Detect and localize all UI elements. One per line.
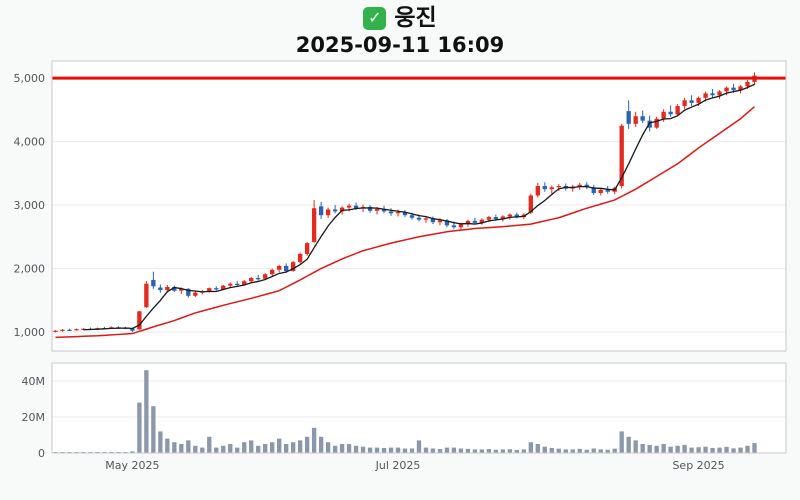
svg-text:5,000: 5,000 xyxy=(14,72,46,85)
panel-backgrounds xyxy=(52,61,786,453)
datetime-label: 2025-09-11 16:09 xyxy=(295,33,505,58)
svg-text:4,000: 4,000 xyxy=(14,136,46,149)
svg-text:40M: 40M xyxy=(22,375,46,388)
svg-text:20M: 20M xyxy=(22,411,46,424)
svg-text:2,000: 2,000 xyxy=(14,263,46,276)
svg-text:1,000: 1,000 xyxy=(14,326,46,339)
axis-labels: 1,000 2,000 3,000 4,000 5,000 0 20M 40M May 2025… xyxy=(14,60,787,472)
green-checkbox-icon: ✓ xyxy=(363,6,387,30)
price-panel xyxy=(52,72,786,339)
candlestick-chart-canvas[interactable]: 1,000 2,000 3,000 4,000 5,000 0 20M 40M May 2025… xyxy=(0,55,800,475)
title-row: ✓ 웅진 xyxy=(0,5,800,31)
chart-header: ✓ 웅진 2025-09-11 16:09 xyxy=(0,0,800,58)
svg-text:3,000: 3,000 xyxy=(14,199,46,212)
svg-text:Jul 2025: Jul 2025 xyxy=(375,459,421,472)
svg-text:Sep 2025: Sep 2025 xyxy=(672,459,724,472)
stock-name-title: 웅진 xyxy=(394,5,437,31)
svg-text:0: 0 xyxy=(38,447,45,460)
svg-text:May 2025: May 2025 xyxy=(105,459,159,472)
